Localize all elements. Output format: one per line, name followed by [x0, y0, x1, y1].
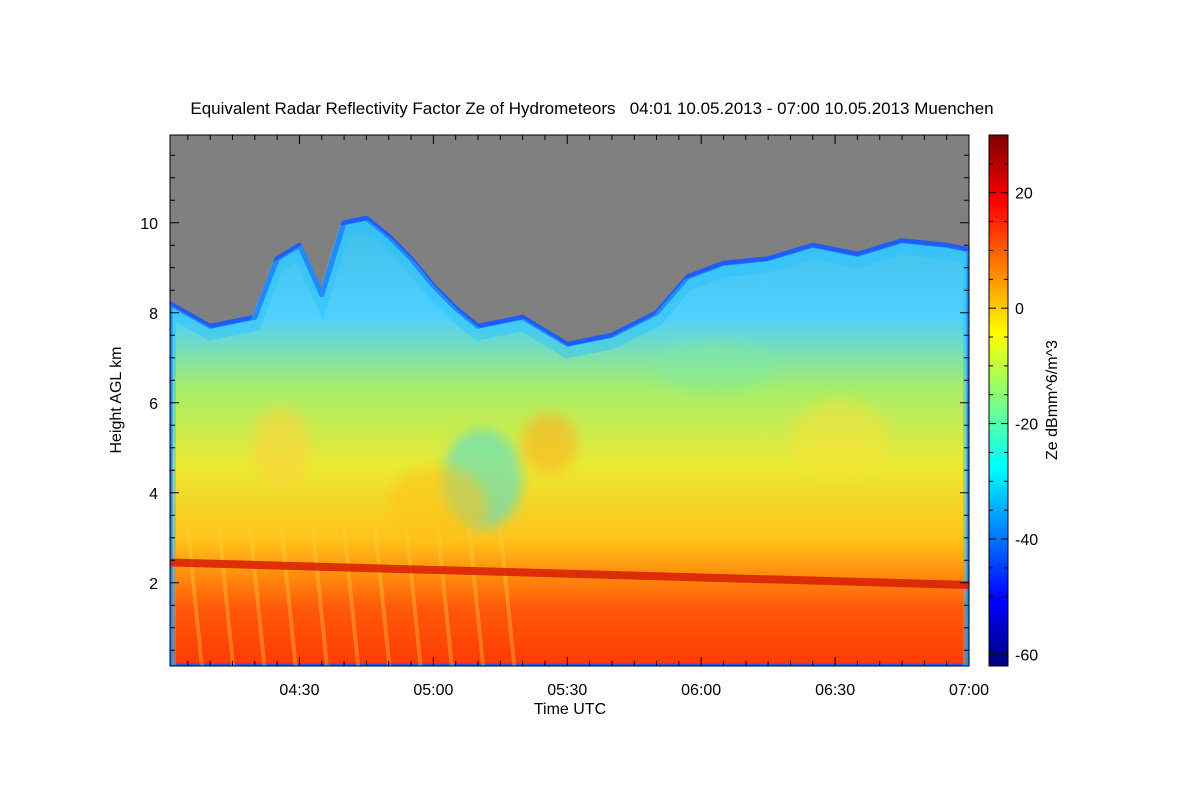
y-tick-label: 6 — [149, 396, 158, 413]
cloud-top-edge — [170, 215, 969, 666]
colorbar-title: Ze dBmm^6/m^3 — [1044, 340, 1061, 460]
x-axis-title: Time UTC — [534, 701, 606, 718]
rain-streak — [467, 528, 486, 666]
rain-streak — [185, 528, 204, 666]
x-tick-label: 07:00 — [949, 682, 989, 699]
cloud-top-halo — [170, 219, 969, 666]
colorbar-ticks: 20 0 -20 -40 -60 — [989, 134, 1038, 664]
x-tick-label: 04:30 — [279, 682, 319, 699]
x-tick-label: 05:00 — [413, 682, 453, 699]
rain-streak — [217, 528, 236, 666]
plot-frame — [169, 134, 970, 667]
rain-streak — [279, 528, 298, 666]
cloud-reflectivity-field — [170, 215, 969, 666]
chart-title: Equivalent Radar Reflectivity Factor Ze … — [190, 99, 993, 118]
colorbar-tick-label: 0 — [1015, 301, 1024, 318]
y-tick-label: 4 — [149, 486, 158, 503]
reflectivity-texture — [654, 340, 775, 393]
colorbar-tick-label: -20 — [1015, 417, 1038, 434]
x-tick-label: 06:00 — [681, 682, 721, 699]
plot-area — [170, 135, 969, 666]
y-tick-label: 8 — [149, 306, 158, 323]
rain-streak — [310, 528, 329, 666]
colorbar-tick-label: -60 — [1015, 647, 1038, 664]
reflectivity-texture — [789, 398, 890, 479]
y-tick-label: 10 — [140, 216, 158, 233]
x-tick-label: 06:30 — [815, 682, 855, 699]
colorbar-tick-label: -40 — [1015, 532, 1038, 549]
y-tick-label: 2 — [149, 576, 158, 593]
reflectivity-texture — [251, 407, 312, 488]
rain-streak — [404, 528, 423, 666]
colorbar: 20 0 -20 -40 -60 Ze dBmm^6/m^3 — [988, 134, 1061, 667]
rain-streak — [435, 528, 454, 666]
rain-streak — [373, 528, 392, 666]
x-axis-ticks: 04:30 05:00 05:30 06:00 06:30 07:00 — [187, 135, 989, 699]
rain-streak — [498, 528, 517, 666]
y-axis-ticks: 2 4 6 8 10 — [140, 154, 969, 651]
x-tick-label: 05:30 — [547, 682, 587, 699]
reflectivity-texture — [387, 466, 488, 547]
melting-layer-band — [170, 558, 969, 589]
reflectivity-texture — [521, 413, 578, 474]
rain-streak — [342, 528, 361, 666]
y-axis-title: Height AGL km — [108, 346, 125, 453]
rain-streak — [248, 528, 267, 666]
colorbar-tick-label: 20 — [1015, 186, 1033, 203]
colorbar-bar — [988, 134, 1009, 667]
